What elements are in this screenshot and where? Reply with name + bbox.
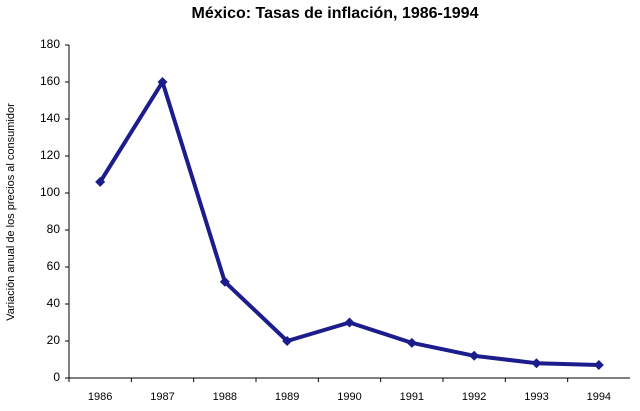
point bbox=[469, 350, 480, 361]
x-tick-label: 1988 bbox=[213, 391, 237, 403]
y-tick-label: 160 bbox=[40, 74, 60, 88]
y-tick-label: 120 bbox=[40, 148, 60, 162]
x-tick-label: 1990 bbox=[337, 391, 361, 403]
x-tick-label: 1986 bbox=[88, 391, 112, 403]
x-tick-label: 1994 bbox=[587, 391, 611, 403]
point bbox=[531, 358, 542, 369]
point bbox=[344, 317, 355, 328]
x-tick-label: 1991 bbox=[400, 391, 424, 403]
point bbox=[593, 360, 604, 371]
y-tick-label: 40 bbox=[47, 296, 61, 310]
point bbox=[95, 176, 106, 187]
y-tick-label: 180 bbox=[40, 37, 60, 51]
x-tick-label: 1987 bbox=[150, 391, 174, 403]
y-tick-label: 20 bbox=[47, 333, 61, 347]
y-tick-label: 100 bbox=[40, 185, 60, 199]
point bbox=[157, 77, 168, 87]
chart-title: México: Tasas de inflación, 1986-1994 bbox=[192, 5, 479, 22]
point bbox=[406, 337, 417, 348]
x-tick-label: 1992 bbox=[462, 391, 486, 403]
x-tick-label: 1989 bbox=[275, 391, 299, 403]
y-tick-label: 80 bbox=[47, 222, 61, 236]
x-tick-label: 1993 bbox=[524, 391, 548, 403]
y-axis-title: Variación anual de los precios al consum… bbox=[5, 103, 17, 321]
y-tick-label: 60 bbox=[47, 259, 61, 273]
point bbox=[219, 276, 230, 287]
point bbox=[282, 336, 293, 346]
y-tick-label: 0 bbox=[53, 370, 60, 384]
y-tick-label: 140 bbox=[40, 111, 60, 125]
